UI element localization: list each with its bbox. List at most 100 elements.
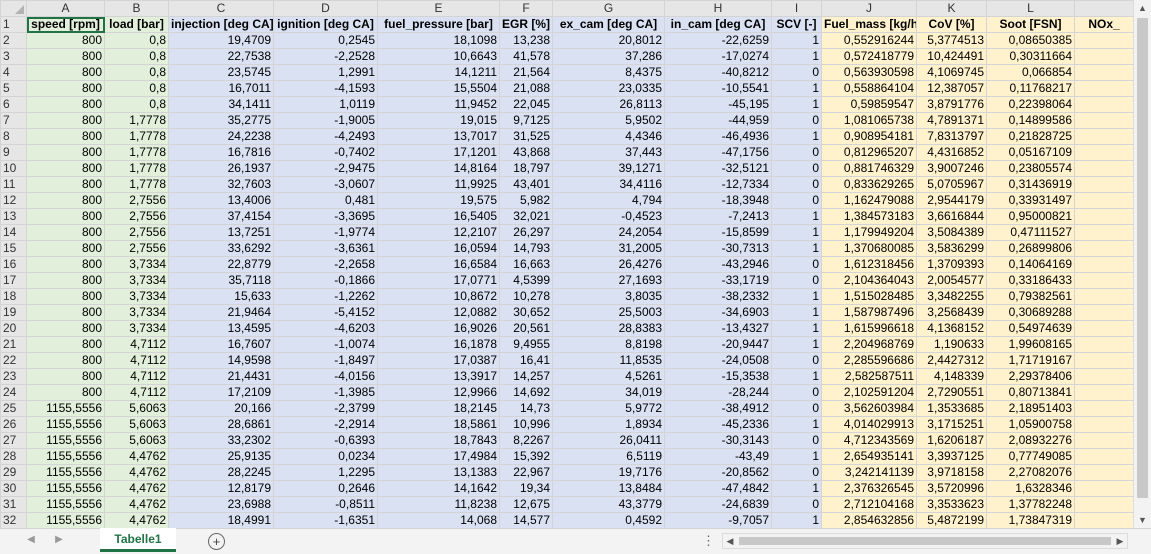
data-cell[interactable]: 1,99608165	[986, 336, 1075, 353]
data-cell[interactable]: 3,562603984	[821, 400, 917, 417]
data-cell[interactable]: 16,9026	[377, 320, 500, 337]
data-cell[interactable]: 0,22398064	[986, 96, 1075, 113]
data-cell[interactable]: 12,387057	[916, 80, 987, 97]
data-cell[interactable]	[1074, 288, 1133, 305]
data-cell[interactable]: 17,2109	[168, 384, 274, 401]
data-cell[interactable]: -5,4152	[273, 304, 378, 321]
data-cell[interactable]: -3,6361	[273, 240, 378, 257]
data-cell[interactable]: 27,1693	[552, 272, 665, 289]
column-header[interactable]: B	[104, 0, 169, 17]
data-cell[interactable]: 3,8035	[552, 288, 665, 305]
row-header[interactable]: 5	[0, 80, 27, 97]
data-cell[interactable]: 10,278	[499, 288, 553, 305]
data-cell[interactable]: 21,088	[499, 80, 553, 97]
data-cell[interactable]: 1,0119	[273, 96, 378, 113]
data-cell[interactable]: 0,11768217	[986, 80, 1075, 97]
row-header[interactable]: 26	[0, 416, 27, 433]
data-cell[interactable]: 2,7290551	[916, 384, 987, 401]
tab-next-icon[interactable]: ▶	[55, 534, 63, 545]
data-cell[interactable]: -43,49	[664, 448, 772, 465]
data-cell[interactable]: 13,4006	[168, 192, 274, 209]
data-cell[interactable]: -1,2262	[273, 288, 378, 305]
data-cell[interactable]: 800	[26, 64, 105, 81]
row-header[interactable]: 2	[0, 32, 27, 49]
data-cell[interactable]: 21,4431	[168, 368, 274, 385]
row-header[interactable]: 9	[0, 144, 27, 161]
data-cell[interactable]: 4,7112	[104, 384, 169, 401]
data-cell[interactable]: 800	[26, 368, 105, 385]
data-cell[interactable]: 0	[771, 144, 822, 161]
data-cell[interactable]: -0,6393	[273, 432, 378, 449]
data-cell[interactable]: 1,71719167	[986, 352, 1075, 369]
data-cell[interactable]: 18,797	[499, 160, 553, 177]
data-cell[interactable]: 0,8	[104, 48, 169, 65]
row-header[interactable]: 15	[0, 240, 27, 257]
data-cell[interactable]: 0,812965207	[821, 144, 917, 161]
data-cell[interactable]: 33,6292	[168, 240, 274, 257]
data-cell[interactable]: 10,6643	[377, 48, 500, 65]
data-cell[interactable]: 15,633	[168, 288, 274, 305]
data-cell[interactable]: 34,1411	[168, 96, 274, 113]
data-cell[interactable]: 17,0387	[377, 352, 500, 369]
data-cell[interactable]: 0,563930598	[821, 64, 917, 81]
row-header[interactable]: 4	[0, 64, 27, 81]
add-sheet-icon[interactable]: +	[208, 533, 225, 550]
scroll-left-icon[interactable]: ◀	[726, 536, 734, 546]
data-cell[interactable]: -4,1593	[273, 80, 378, 97]
data-cell[interactable]	[1074, 448, 1133, 465]
data-cell[interactable]: 3,2568439	[916, 304, 987, 321]
data-cell[interactable]: 13,4595	[168, 320, 274, 337]
data-cell[interactable]: 1,7778	[104, 176, 169, 193]
data-cell[interactable]: -45,2336	[664, 416, 772, 433]
data-cell[interactable]: -18,3948	[664, 192, 772, 209]
data-cell[interactable]: 800	[26, 176, 105, 193]
data-cell[interactable]: 2,7556	[104, 240, 169, 257]
data-cell[interactable]: 1,2295	[273, 464, 378, 481]
data-cell[interactable]: 17,1201	[377, 144, 500, 161]
data-cell[interactable]: 2,582587511	[821, 368, 917, 385]
data-cell[interactable]: 0	[771, 384, 822, 401]
data-cell[interactable]: 2,285596686	[821, 352, 917, 369]
data-cell[interactable]: 16,0594	[377, 240, 500, 257]
column-header[interactable]: K	[916, 0, 987, 17]
data-cell[interactable]: 800	[26, 80, 105, 97]
data-cell[interactable]: 3,5084389	[916, 224, 987, 241]
data-cell[interactable]: 5,6063	[104, 432, 169, 449]
data-cell[interactable]: 12,0882	[377, 304, 500, 321]
data-cell[interactable]: 21,9464	[168, 304, 274, 321]
data-cell[interactable]: 1	[771, 240, 822, 257]
data-cell[interactable]: 3,9007246	[916, 160, 987, 177]
data-cell[interactable]: 2,854632856	[821, 512, 917, 528]
data-cell[interactable]: 800	[26, 144, 105, 161]
data-cell[interactable]: -45,195	[664, 96, 772, 113]
data-cell[interactable]: 31,2005	[552, 240, 665, 257]
data-cell[interactable]: -2,9475	[273, 160, 378, 177]
data-cell[interactable]: -32,5121	[664, 160, 772, 177]
data-cell[interactable]: -40,8212	[664, 64, 772, 81]
data-cell[interactable]: 4,4762	[104, 448, 169, 465]
data-cell[interactable]: 19,4709	[168, 32, 274, 49]
data-cell[interactable]: 3,5836299	[916, 240, 987, 257]
data-cell[interactable]: 4,7112	[104, 336, 169, 353]
data-cell[interactable]: 0,21828725	[986, 128, 1075, 145]
column-header[interactable]: E	[377, 0, 500, 17]
column-header[interactable]	[1074, 0, 1133, 17]
data-cell[interactable]: 22,967	[499, 464, 553, 481]
data-cell[interactable]: 22,045	[499, 96, 553, 113]
data-cell[interactable]: 3,9718158	[916, 464, 987, 481]
data-cell[interactable]: -1,9005	[273, 112, 378, 129]
row-header[interactable]: 17	[0, 272, 27, 289]
row-header[interactable]: 16	[0, 256, 27, 273]
data-cell[interactable]: 4,014029913	[821, 416, 917, 433]
header-cell[interactable]: ignition [deg CA]	[273, 16, 378, 33]
data-cell[interactable]: -3,0607	[273, 176, 378, 193]
data-cell[interactable]: 18,1098	[377, 32, 500, 49]
data-cell[interactable]: 1,7778	[104, 144, 169, 161]
data-cell[interactable]: 2,4427312	[916, 352, 987, 369]
data-cell[interactable]: 1,05900758	[986, 416, 1075, 433]
data-cell[interactable]	[1074, 96, 1133, 113]
column-header[interactable]: C	[168, 0, 274, 17]
data-cell[interactable]: 1	[771, 288, 822, 305]
data-cell[interactable]: 1155,5556	[26, 480, 105, 497]
data-cell[interactable]: 1	[771, 32, 822, 49]
